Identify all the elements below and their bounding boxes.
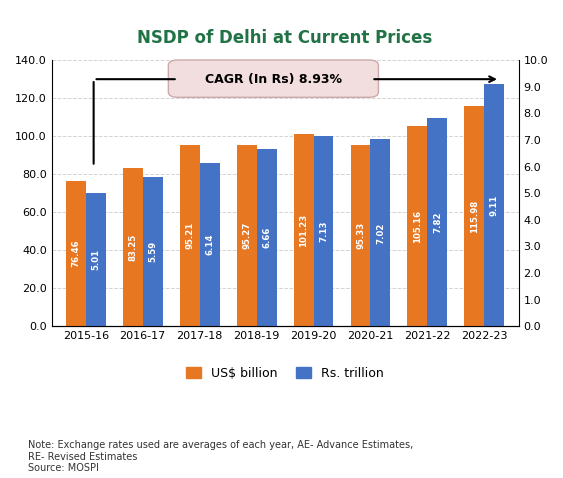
Bar xyxy=(180,145,200,326)
Bar xyxy=(123,168,142,326)
Text: 105.16: 105.16 xyxy=(413,210,422,243)
Bar xyxy=(200,163,220,326)
Text: 95.21: 95.21 xyxy=(185,222,194,250)
Text: CAGR (In Rs) 8.93%: CAGR (In Rs) 8.93% xyxy=(205,73,342,86)
Bar xyxy=(66,181,86,326)
Bar xyxy=(464,106,484,326)
Text: 95.33: 95.33 xyxy=(356,222,365,250)
Text: 115.98: 115.98 xyxy=(470,199,479,233)
Text: 7.82: 7.82 xyxy=(433,211,442,233)
Bar xyxy=(86,193,106,326)
Bar xyxy=(236,145,257,326)
Text: 101.23: 101.23 xyxy=(299,214,308,247)
Text: 6.14: 6.14 xyxy=(205,234,214,255)
FancyBboxPatch shape xyxy=(168,60,378,98)
Bar xyxy=(293,134,314,326)
Text: 7.13: 7.13 xyxy=(319,221,328,242)
Bar xyxy=(351,145,370,326)
Text: 9.11: 9.11 xyxy=(490,195,499,216)
Bar xyxy=(408,126,427,326)
Text: Note: Exchange rates used are averages of each year, AE- Advance Estimates,
RE- : Note: Exchange rates used are averages o… xyxy=(28,440,413,473)
Title: NSDP of Delhi at Current Prices: NSDP of Delhi at Current Prices xyxy=(137,29,433,47)
Bar xyxy=(484,84,504,326)
Bar xyxy=(142,177,163,326)
Text: 76.46: 76.46 xyxy=(72,240,81,267)
Text: 5.01: 5.01 xyxy=(91,249,100,270)
Bar xyxy=(257,149,276,326)
Bar xyxy=(370,140,390,326)
Text: 6.66: 6.66 xyxy=(262,227,271,249)
Text: 95.27: 95.27 xyxy=(242,222,251,250)
Text: 5.59: 5.59 xyxy=(148,241,157,262)
Text: 7.02: 7.02 xyxy=(376,222,385,244)
Bar xyxy=(314,136,333,326)
Legend: US$ billion, Rs. trillion: US$ billion, Rs. trillion xyxy=(181,362,389,385)
Bar xyxy=(427,118,448,326)
Text: 83.25: 83.25 xyxy=(128,234,137,261)
